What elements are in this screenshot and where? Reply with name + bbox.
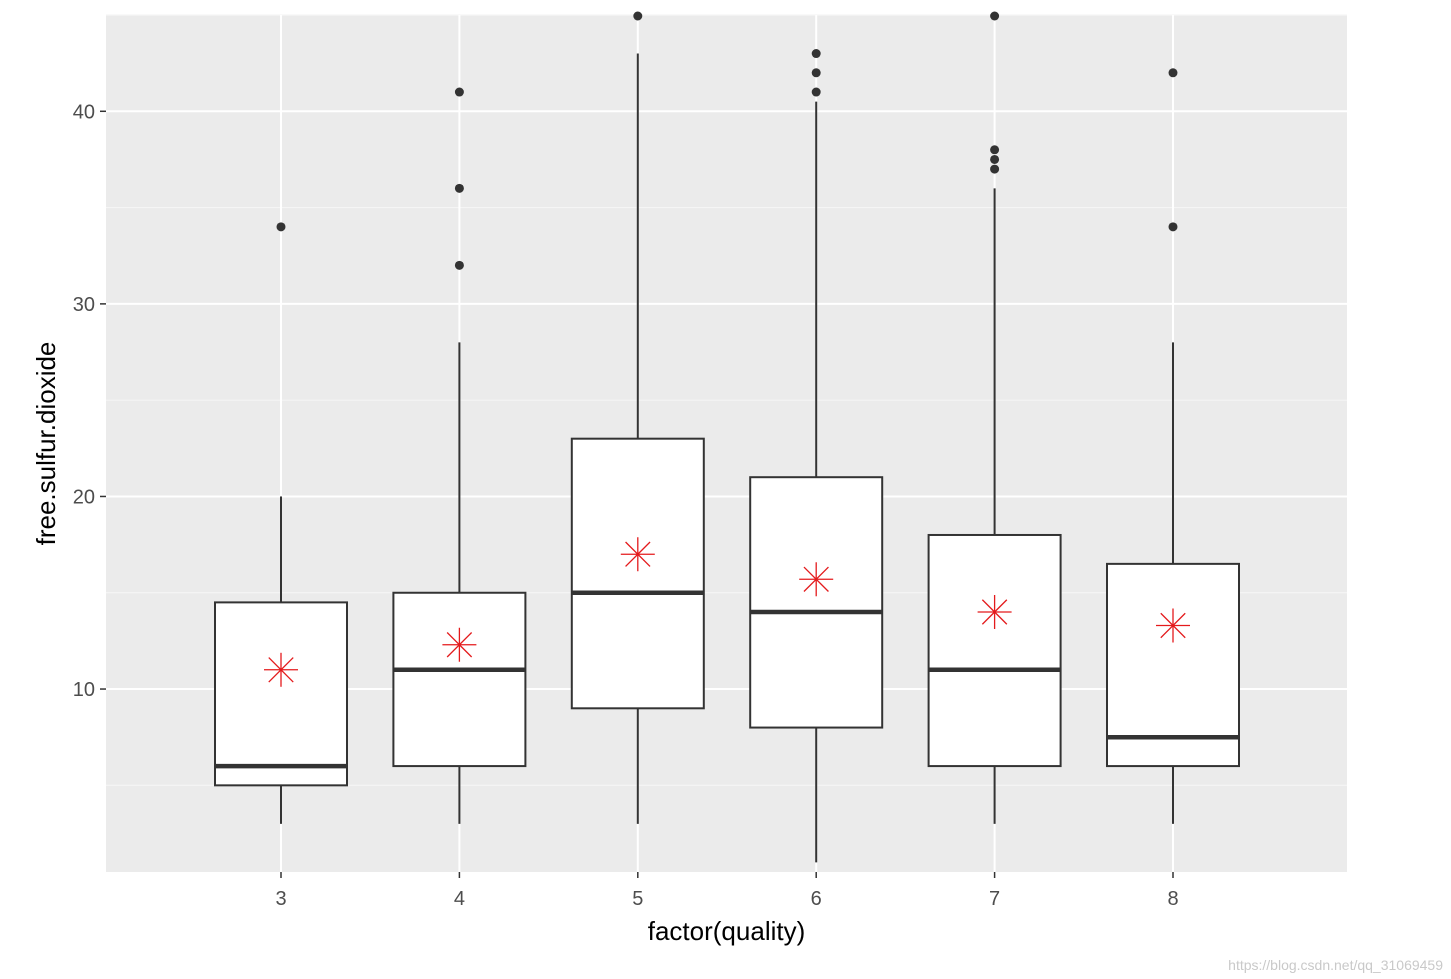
x-axis: 3 4 5 6 7 8 <box>275 872 1179 910</box>
mean-marker <box>264 652 298 687</box>
x-tick-label: 8 <box>1167 888 1178 910</box>
watermark: https://blog.csdn.net/qq_31069459 <box>1228 957 1443 973</box>
box-body <box>570 437 705 710</box>
mean-marker-stroke <box>981 599 1008 625</box>
mean-marker-stroke <box>268 657 294 683</box>
box-body <box>749 476 884 729</box>
box-body <box>927 533 1062 768</box>
outlier-point <box>811 87 821 97</box>
x-axis-title: factor(quality) <box>648 916 806 946</box>
box-body <box>392 591 527 768</box>
y-tick-label: 10 <box>73 679 95 701</box>
mean-marker <box>799 562 834 597</box>
mean-marker-stroke <box>625 541 651 567</box>
mean-marker-stroke <box>803 566 829 592</box>
outlier-point <box>454 87 464 97</box>
outlier-point <box>990 154 1000 164</box>
mean-marker <box>620 537 655 572</box>
box-body <box>1106 562 1240 768</box>
mean-marker-stroke <box>1160 612 1186 639</box>
box-4 <box>392 87 527 824</box>
outlier-point <box>276 222 286 232</box>
boxes-layer <box>214 11 1240 863</box>
outlier-point <box>811 49 821 59</box>
box-8 <box>1106 68 1240 824</box>
x-tick-label: 4 <box>454 888 465 910</box>
x-tick-label: 7 <box>989 888 1000 910</box>
outlier-point <box>990 145 1000 155</box>
box-body <box>214 601 348 787</box>
outlier-point <box>454 183 464 193</box>
y-axis: 10 20 30 40 <box>73 101 106 701</box>
y-tick-label: 40 <box>73 101 95 123</box>
x-tick-label: 6 <box>811 888 822 910</box>
y-tick-label: 30 <box>73 294 95 316</box>
mean-marker <box>442 627 477 662</box>
box-7 <box>927 11 1062 824</box>
y-tick-label: 20 <box>73 486 95 508</box>
y-axis-title: free.sulfur.dioxide <box>31 342 61 546</box>
x-tick-label: 5 <box>632 888 643 910</box>
outlier-point <box>990 11 1000 21</box>
outlier-point <box>811 68 821 78</box>
mean-marker <box>1156 608 1190 643</box>
outlier-point <box>1168 68 1178 78</box>
x-tick-label: 3 <box>275 888 286 910</box>
outlier-point <box>1168 222 1178 232</box>
outlier-point <box>990 164 1000 174</box>
box-6 <box>749 49 884 863</box>
mean-marker-stroke <box>446 632 473 658</box>
box-3 <box>214 222 348 824</box>
outlier-point <box>454 260 464 270</box>
box-5 <box>570 11 705 824</box>
mean-marker <box>977 595 1012 630</box>
outlier-point <box>633 11 643 21</box>
